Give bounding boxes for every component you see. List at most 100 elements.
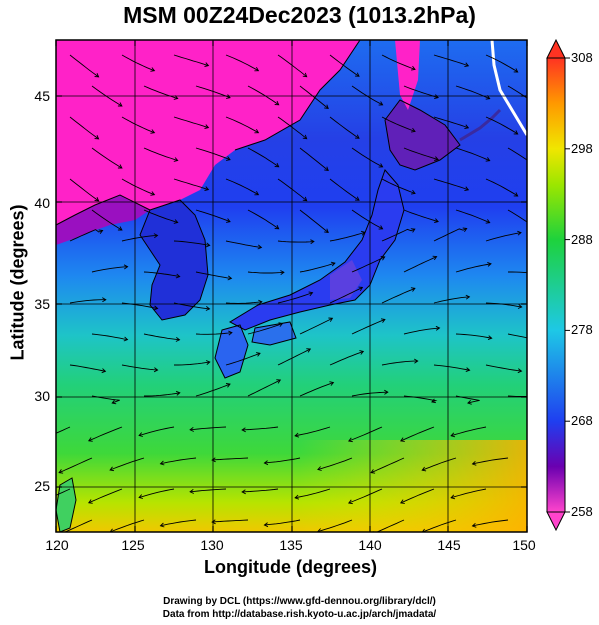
streamline-arrowhead: [306, 348, 312, 353]
streamline-arrowhead: [435, 325, 441, 331]
streamline-arrowhead: [94, 73, 100, 78]
streamline-arrowhead: [175, 337, 181, 342]
streamline: [381, 228, 415, 242]
streamline: [329, 350, 364, 366]
streamline-arrowhead: [380, 256, 386, 261]
streamline-arrowhead: [88, 437, 93, 442]
streamline: [472, 519, 509, 527]
streamline-arrowhead: [88, 499, 93, 504]
streamline: [109, 519, 145, 532]
streamline: [69, 299, 106, 304]
streamline: [190, 488, 227, 493]
streamline: [381, 360, 418, 366]
colorbar-max-arrow: [546, 38, 566, 59]
streamline-arrowhead: [138, 494, 144, 499]
streamline: [381, 178, 416, 194]
streamline-arrowhead: [410, 228, 416, 233]
streamline-arrowhead: [534, 164, 538, 168]
streamline-arrowhead: [123, 264, 129, 270]
streamline: [91, 209, 123, 231]
streamline-arrowhead: [370, 469, 376, 474]
streamline: [121, 178, 155, 196]
streamline: [295, 426, 331, 437]
streamline-arrowhead: [263, 522, 269, 528]
streamline-arrowhead: [411, 127, 416, 133]
y-tick-label: 30: [34, 388, 50, 404]
streamline: [370, 457, 405, 474]
streamline: [329, 116, 360, 139]
streamline-arrowhead: [487, 335, 493, 341]
streamline-arrowhead: [354, 196, 360, 201]
streamline: [450, 488, 487, 499]
streamline: [433, 116, 469, 129]
x-tick-label: 130: [200, 537, 224, 553]
streamline-arrowhead: [317, 466, 322, 471]
colorbar-tick-label: 288: [571, 232, 593, 247]
x-tick-label: 120: [45, 537, 69, 553]
streamline: [160, 457, 197, 465]
korean-peninsula: [140, 200, 208, 320]
streamline-arrowhead: [324, 228, 329, 233]
streamline-arrowhead: [241, 427, 246, 433]
streamline: [173, 240, 210, 246]
streamline: [91, 266, 128, 273]
streamline-arrowhead: [226, 156, 231, 161]
streamline-arrowhead: [485, 95, 491, 100]
streamline-arrowhead: [324, 166, 329, 171]
streamline-arrowhead: [517, 368, 523, 374]
wind-streamlines: [56, 54, 544, 532]
streamline-arrowhead: [226, 218, 231, 223]
streamline-arrowhead: [189, 489, 194, 494]
taiwan: [56, 478, 76, 532]
x-tick-label: 150: [512, 537, 536, 553]
streamline: [56, 426, 71, 434]
streamline: [485, 178, 518, 197]
streamline: [91, 147, 123, 169]
streamline-arrowhead: [254, 128, 260, 134]
streamline-arrowhead: [227, 275, 233, 281]
streamline: [433, 228, 467, 242]
streamline: [376, 519, 405, 532]
credit-line-data: Data from http://database.rish.kyoto-u.a…: [162, 609, 437, 620]
streamline-arrowhead: [159, 522, 165, 528]
streamline-arrowhead: [150, 129, 156, 134]
streamline-arrowhead: [109, 466, 115, 472]
streamline: [138, 426, 175, 436]
streamline: [351, 209, 383, 230]
streamline-arrowhead: [540, 272, 544, 276]
streamline-arrowhead: [378, 225, 384, 230]
streamline-arrowhead: [205, 306, 211, 311]
streamline-arrowhead: [138, 432, 144, 437]
streamline-arrowhead: [173, 95, 179, 100]
streamline: [247, 85, 279, 106]
streamline-arrowhead: [228, 330, 233, 336]
streamline-arrowhead: [465, 367, 471, 373]
streamline-arrowhead: [324, 104, 329, 109]
streamline-arrowhead: [58, 469, 64, 474]
streamline-arrowhead: [471, 460, 477, 466]
streamline-arrowhead: [276, 379, 282, 384]
streamline-arrowhead: [94, 135, 100, 140]
streamline-arrowhead: [471, 522, 477, 528]
streamline: [69, 364, 106, 372]
streamline: [403, 147, 439, 161]
streamline-arrowhead: [280, 270, 285, 275]
y-tick-label: 35: [34, 296, 50, 312]
streamline: [299, 147, 329, 171]
streamline-arrowhead: [278, 322, 284, 327]
streamline: [485, 116, 518, 135]
streamline-arrowhead: [189, 427, 194, 432]
streamline: [485, 364, 522, 372]
streamline: [277, 54, 307, 78]
streamline: [329, 54, 360, 77]
streamline: [247, 271, 284, 274]
map-title: MSM 00Z24Dec2023 (1013.2hPa): [123, 2, 476, 28]
streamline: [212, 457, 249, 461]
streamline: [88, 426, 123, 442]
streamline: [277, 116, 307, 140]
streamline-arrowhead: [254, 66, 260, 72]
streamline-arrowhead: [328, 317, 334, 322]
streamline-arrowhead: [467, 399, 472, 405]
streamline: [277, 240, 314, 243]
